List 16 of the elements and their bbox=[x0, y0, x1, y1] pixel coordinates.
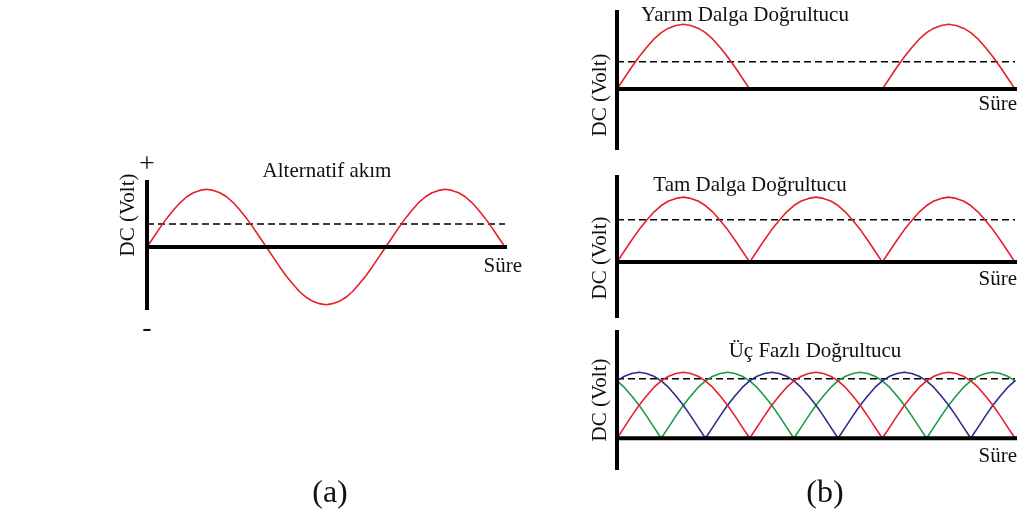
chart-title: Tam Dalga Doğrultucu bbox=[653, 172, 848, 196]
x-axis-title: Süre bbox=[978, 443, 1017, 467]
text: + bbox=[139, 147, 155, 178]
y-axis-title: DC (Volt) bbox=[586, 216, 611, 300]
y-axis-title: DC (Volt) bbox=[114, 173, 139, 257]
chart-title: Alternatif akım bbox=[262, 158, 392, 182]
chart-title: Üç Fazlı Doğrultucu bbox=[728, 338, 902, 362]
x-axis-title: Süre bbox=[978, 91, 1017, 115]
y-axis-title: DC (Volt) bbox=[586, 358, 611, 442]
text: (a) bbox=[312, 473, 348, 509]
text: (b) bbox=[806, 473, 844, 509]
x-axis-title: Süre bbox=[483, 253, 522, 277]
text: - bbox=[142, 311, 152, 342]
x-axis-title: Süre bbox=[978, 266, 1017, 290]
chart-title: Yarım Dalga Doğrultucu bbox=[641, 2, 850, 26]
y-axis-title: DC (Volt) bbox=[586, 53, 611, 137]
